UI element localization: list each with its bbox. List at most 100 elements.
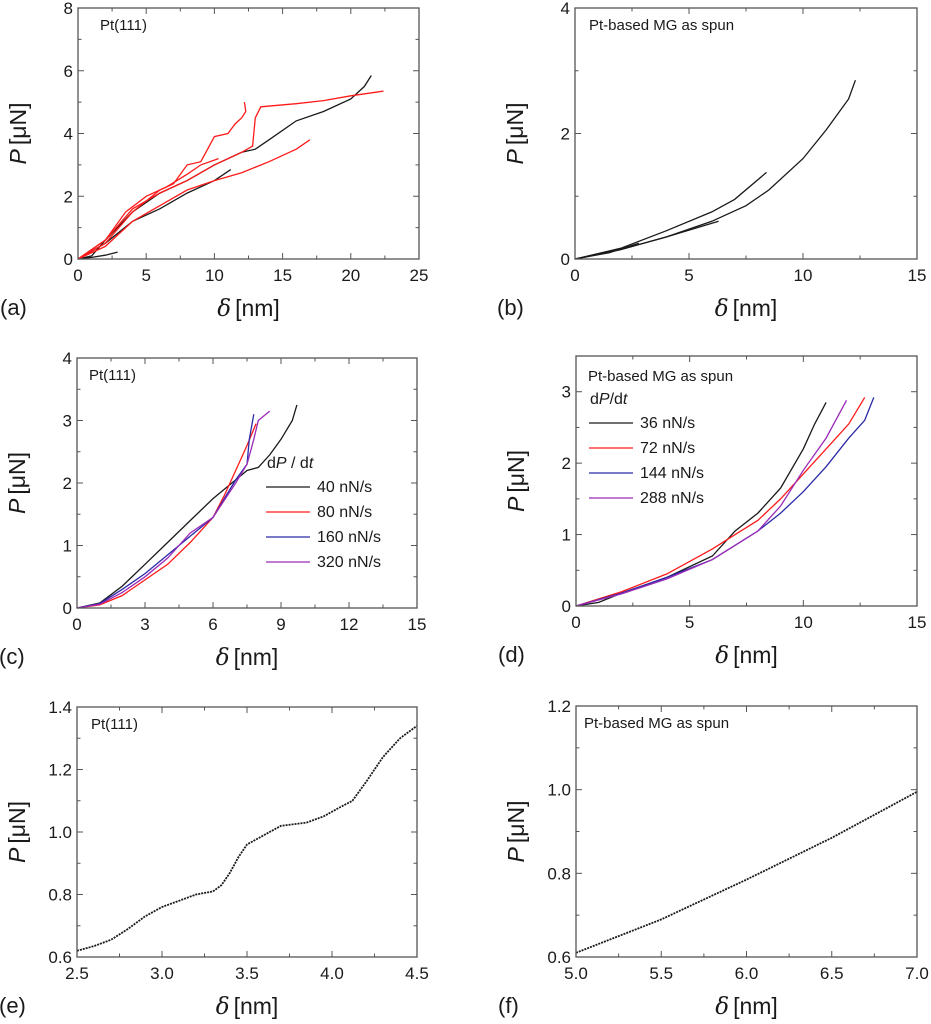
x-tick-label: 15: [408, 615, 427, 634]
x-tick-label: 0: [570, 266, 579, 285]
x-tick-label: 15: [908, 613, 927, 632]
x-tick-label: 5.0: [564, 964, 588, 983]
y-axis-label: P [μN]: [503, 801, 529, 863]
x-tick-label: 3.5: [235, 964, 259, 983]
x-axis-unit: [nm]: [733, 295, 778, 321]
y-tick-label: 1.2: [48, 761, 72, 780]
x-axis-unit: [nm]: [234, 644, 279, 670]
y-tick-label: 1.2: [547, 697, 571, 716]
series-line-3: [575, 397, 875, 607]
y-axis-unit: [μN]: [502, 103, 528, 146]
plot-frame: [77, 7, 420, 260]
legend-entry: 144 nN/s: [640, 465, 704, 482]
panel-label: (c): [0, 644, 25, 669]
y-tick-label: 4: [64, 125, 73, 144]
series-line-4: [77, 102, 247, 260]
panel-label: (b): [497, 295, 524, 320]
legend-title: dP/dt: [590, 391, 628, 408]
chart-annotation: Pt-based MG as spun: [589, 17, 734, 34]
y-axis-label: P [μN]: [503, 450, 529, 512]
x-tick-label: 12: [340, 615, 359, 634]
x-axis-label: δ [nm]: [217, 295, 280, 322]
y-axis-label: P [μN]: [4, 801, 30, 863]
legend-entry: 80 nN/s: [317, 504, 372, 521]
legend-title-part: d: [590, 391, 599, 408]
x-tick-label: 4.5: [405, 964, 429, 983]
chart-annotation: Pt-based MG as spun: [584, 715, 729, 732]
y-axis-unit: [μN]: [4, 801, 30, 844]
x-tick-label: 10: [794, 613, 813, 632]
legend-entry: 320 nN/s: [317, 554, 381, 571]
x-tick-label: 6: [208, 615, 217, 634]
y-tick-label: 0: [561, 250, 570, 269]
y-tick-label: 4: [63, 349, 72, 368]
legend-entry: 160 nN/s: [317, 529, 381, 546]
x-tick-label: 0: [72, 615, 81, 634]
y-tick-label: 0: [63, 599, 72, 618]
y-axis-symbol: P: [502, 149, 528, 165]
y-axis-label: P [μN]: [5, 103, 31, 165]
x-tick-label: 5: [141, 266, 150, 285]
y-axis-label: P [μN]: [502, 103, 528, 165]
chart-panel-b: 0 5 10 15 0 2 4 Pt-based MG as spun δ [nm] P [μN] (b…: [497, 0, 926, 322]
y-tick-label: 2: [561, 125, 570, 144]
x-tick-label: 9: [276, 615, 285, 634]
series-line-3: [76, 414, 255, 609]
panel-label: (f): [498, 993, 519, 1018]
y-tick-label: 1: [562, 526, 571, 545]
legend-entry: 288 nN/s: [640, 490, 704, 507]
series-line-1: [76, 404, 298, 609]
series-line-6: [77, 139, 311, 260]
y-tick-label: 0.8: [547, 864, 571, 883]
panel-label: (e): [0, 993, 26, 1018]
series-line-4: [76, 410, 271, 609]
legend-title: dP / dt: [267, 455, 314, 472]
chart-annotation: Pt(111): [100, 17, 147, 34]
y-axis-symbol: P: [4, 847, 30, 863]
y-axis-unit: [μN]: [503, 450, 529, 493]
y-tick-label: 1.0: [48, 823, 72, 842]
series-line-4: [575, 399, 848, 607]
x-axis-unit: [nm]: [234, 993, 279, 1019]
chart-annotation: Pt-based MG as spun: [588, 368, 733, 385]
x-tick-label: 0: [73, 266, 82, 285]
series-line-5: [77, 90, 384, 260]
series-line-7: [77, 157, 219, 260]
series-line-2: [76, 423, 257, 609]
y-tick-label: 4: [561, 0, 570, 18]
y-tick-label: 2: [64, 187, 73, 206]
x-axis-symbol: δ: [216, 994, 230, 1020]
chart-panel-a: 0 5 10 15 20 25 0 2 4 6 8 Pt(111) δ [nm] P [μN] (a): [0, 0, 428, 322]
chart-annotation: Pt(111): [89, 367, 136, 384]
x-axis-symbol: δ: [217, 296, 231, 322]
chart-panel-d: 0 5 10 15 0 1 2 3 Pt-based MG as spun δ [nm] P [μN] (…: [498, 355, 927, 669]
series-line-3: [77, 251, 118, 260]
y-tick-label: 0.8: [48, 886, 72, 905]
y-axis-symbol: P: [5, 149, 31, 165]
legend-entry: 40 nN/s: [317, 479, 372, 496]
plot-frame: [575, 705, 918, 958]
x-tick-label: 25: [410, 266, 429, 285]
series-line-1: [574, 79, 857, 260]
y-axis-symbol: P: [503, 496, 529, 512]
series-line-1: [575, 791, 918, 954]
x-tick-label: 15: [273, 266, 292, 285]
y-tick-label: 2: [562, 454, 571, 473]
y-axis-unit: [μN]: [4, 452, 30, 495]
x-tick-label: 0: [571, 613, 580, 632]
y-tick-label: 8: [64, 0, 73, 18]
legend-title-part: t: [623, 391, 628, 408]
x-axis-label: δ [nm]: [715, 295, 778, 322]
y-tick-label: 6: [64, 62, 73, 81]
x-tick-label: 3.0: [150, 964, 174, 983]
legend-title-part: P: [599, 391, 610, 408]
x-axis-unit: [nm]: [733, 993, 778, 1019]
chart-panel-e: 2.5 3.0 3.5 4.0 4.5 0.6 0.8 1.0 1.2 1.4 Pt(111) δ [n…: [0, 698, 429, 1020]
chart-annotation: Pt(111): [91, 716, 138, 733]
x-tick-label: 7.0: [905, 964, 929, 983]
legend-entry: 72 nN/s: [640, 440, 695, 457]
x-tick-label: 6.5: [820, 964, 844, 983]
x-tick-label: 6.0: [735, 964, 759, 983]
x-axis-label: δ [nm]: [216, 993, 279, 1020]
x-tick-label: 2.5: [65, 964, 89, 983]
